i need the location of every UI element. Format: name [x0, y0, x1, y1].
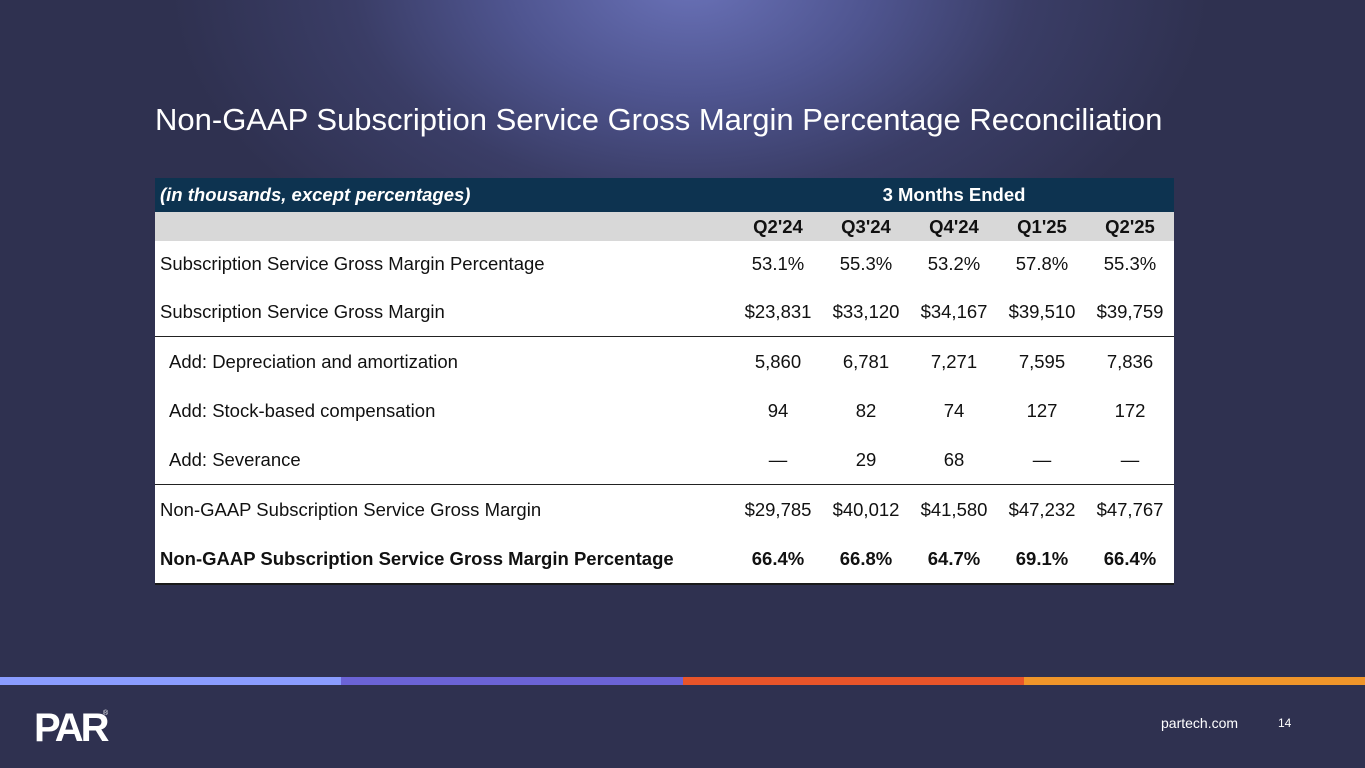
- par-logo: PAR ®: [34, 706, 110, 744]
- table-cell: $39,759: [1096, 300, 1164, 322]
- row-label: Subscription Service Gross Margin: [160, 300, 445, 322]
- row-label: Add: Stock-based compensation: [169, 399, 436, 421]
- table-cell: $23,831: [744, 300, 812, 322]
- table-cell: 172: [1114, 399, 1146, 421]
- table-cell: 69.1%: [1015, 547, 1069, 569]
- row-label: Non-GAAP Subscription Service Gross Marg…: [160, 498, 542, 520]
- table-cell: 7,595: [1018, 350, 1066, 372]
- column-header: Q2'25: [1105, 215, 1155, 237]
- table-cell: $34,167: [920, 300, 988, 322]
- table-cell: 127: [1026, 399, 1058, 421]
- table-cell: 55.3%: [839, 253, 893, 274]
- table-row: Add: Stock-based compensation 94 82 74 1…: [155, 386, 1174, 435]
- table-cell: 57.8%: [1015, 253, 1069, 274]
- table-cell: $47,767: [1096, 498, 1164, 520]
- table-cell: —: [1120, 448, 1140, 470]
- slide-title: Non-GAAP Subscription Service Gross Marg…: [155, 102, 1163, 137]
- table-cell: —: [1032, 448, 1052, 470]
- page-number: 14: [1278, 716, 1292, 730]
- table-cell: 68: [943, 448, 965, 470]
- table-cell: $47,232: [1008, 498, 1076, 520]
- table-cell: $41,580: [920, 498, 988, 520]
- units-label: (in thousands, except percentages): [160, 184, 471, 205]
- table-cell: $33,120: [832, 300, 900, 322]
- footer-stripe-segment: [341, 677, 683, 685]
- column-header: Q4'24: [929, 215, 979, 237]
- table-cell: 64.7%: [927, 547, 981, 569]
- table-row: Subscription Service Gross Margin Percen…: [155, 241, 1174, 287]
- table-cell: $29,785: [744, 498, 812, 520]
- row-label: Subscription Service Gross Margin Percen…: [160, 253, 545, 274]
- table-cell: 29: [855, 448, 877, 470]
- table-cell: 66.4%: [751, 547, 805, 569]
- table-header-columns-row: Q2'24 Q3'24 Q4'24 Q1'25 Q2'25: [155, 212, 1174, 241]
- table-cell: 94: [767, 399, 789, 421]
- table-cell: —: [768, 448, 788, 470]
- footer-stripe-segment: [1024, 677, 1365, 685]
- table-cell: $40,012: [832, 498, 900, 520]
- logo-wordmark: PAR: [34, 706, 110, 744]
- column-header: Q1'25: [1017, 215, 1067, 237]
- table-cell: 66.8%: [839, 547, 893, 569]
- table-cell: 6,781: [842, 350, 890, 372]
- footer-stripe-segment: [0, 677, 341, 685]
- row-label: Add: Depreciation and amortization: [169, 350, 458, 372]
- row-label: Add: Severance: [169, 448, 301, 470]
- table-header-period-row: (in thousands, except percentages) 3 Mon…: [155, 178, 1174, 212]
- reconciliation-table: (in thousands, except percentages) 3 Mon…: [155, 178, 1174, 585]
- table-cell: 82: [855, 399, 877, 421]
- table-row: Add: Severance — 29 68 — —: [155, 435, 1174, 484]
- table-row: Add: Depreciation and amortization 5,860…: [155, 336, 1174, 386]
- table-row-total: Non-GAAP Subscription Service Gross Marg…: [155, 534, 1174, 583]
- table-cell: 7,271: [930, 350, 978, 372]
- column-header: Q2'24: [753, 215, 803, 237]
- table-cell: $39,510: [1008, 300, 1076, 322]
- table-cell: 7,836: [1106, 350, 1154, 372]
- footer-stripe-segment: [683, 677, 1024, 685]
- period-label: 3 Months Ended: [882, 184, 1026, 205]
- table-cell: 53.2%: [927, 253, 981, 274]
- footer-url: partech.com: [1161, 715, 1239, 731]
- table-row: Subscription Service Gross Margin $23,83…: [155, 287, 1174, 336]
- table-cell: 5,860: [754, 350, 802, 372]
- row-label: Non-GAAP Subscription Service Gross Marg…: [160, 547, 674, 569]
- table-cell: 66.4%: [1103, 547, 1157, 569]
- table-row: Non-GAAP Subscription Service Gross Marg…: [155, 484, 1174, 534]
- registered-mark: ®: [103, 709, 109, 717]
- column-header: Q3'24: [841, 215, 891, 237]
- table-cell: 55.3%: [1103, 253, 1157, 274]
- table-cell: 53.1%: [751, 253, 805, 274]
- table-cell: 74: [943, 399, 965, 421]
